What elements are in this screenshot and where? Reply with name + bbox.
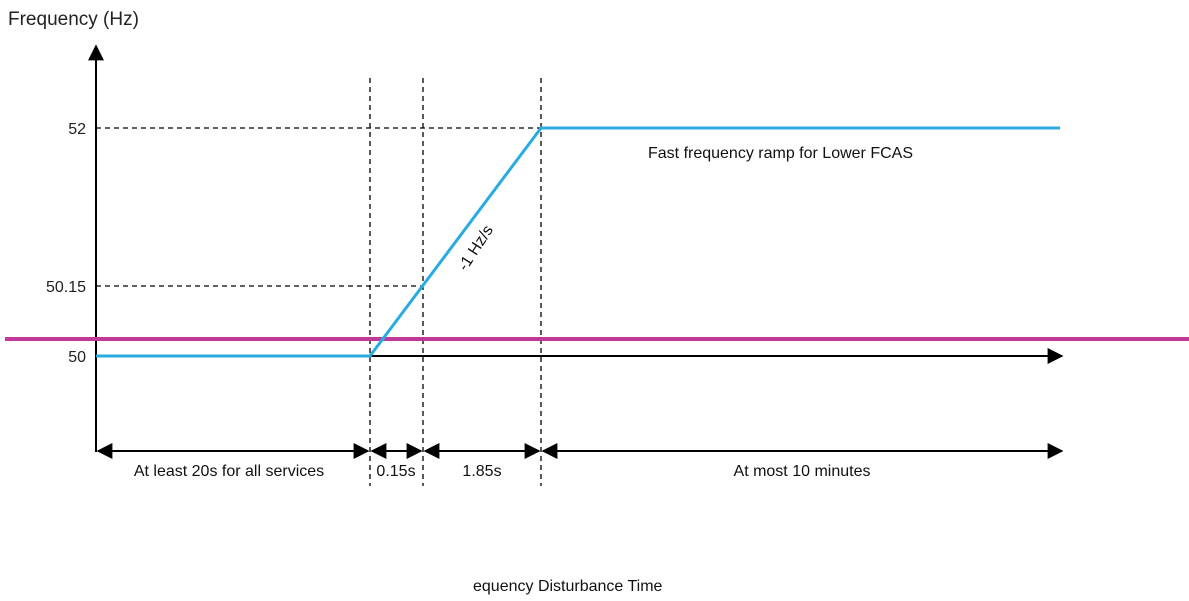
slope-annotation: -1 Hz/s [455, 222, 497, 274]
y-tick-label: 52 [68, 121, 86, 138]
series-line [96, 126, 1060, 358]
guide-lines [96, 78, 542, 486]
y-tick-label: 50.15 [46, 279, 86, 296]
segment-label: At least 20s for all services [134, 463, 324, 480]
segment-label: 1.85s [462, 463, 501, 480]
y-tick-label: 50 [68, 349, 86, 366]
y-axis-label: Frequency (Hz) [8, 9, 139, 30]
x-axis-label: equency Disturbance Time [473, 578, 663, 595]
ramp-annotation: Fast frequency ramp for Lower FCAS [648, 145, 913, 162]
segment-label: 0.15s [376, 463, 415, 480]
segment-label: At most 10 minutes [734, 463, 871, 480]
